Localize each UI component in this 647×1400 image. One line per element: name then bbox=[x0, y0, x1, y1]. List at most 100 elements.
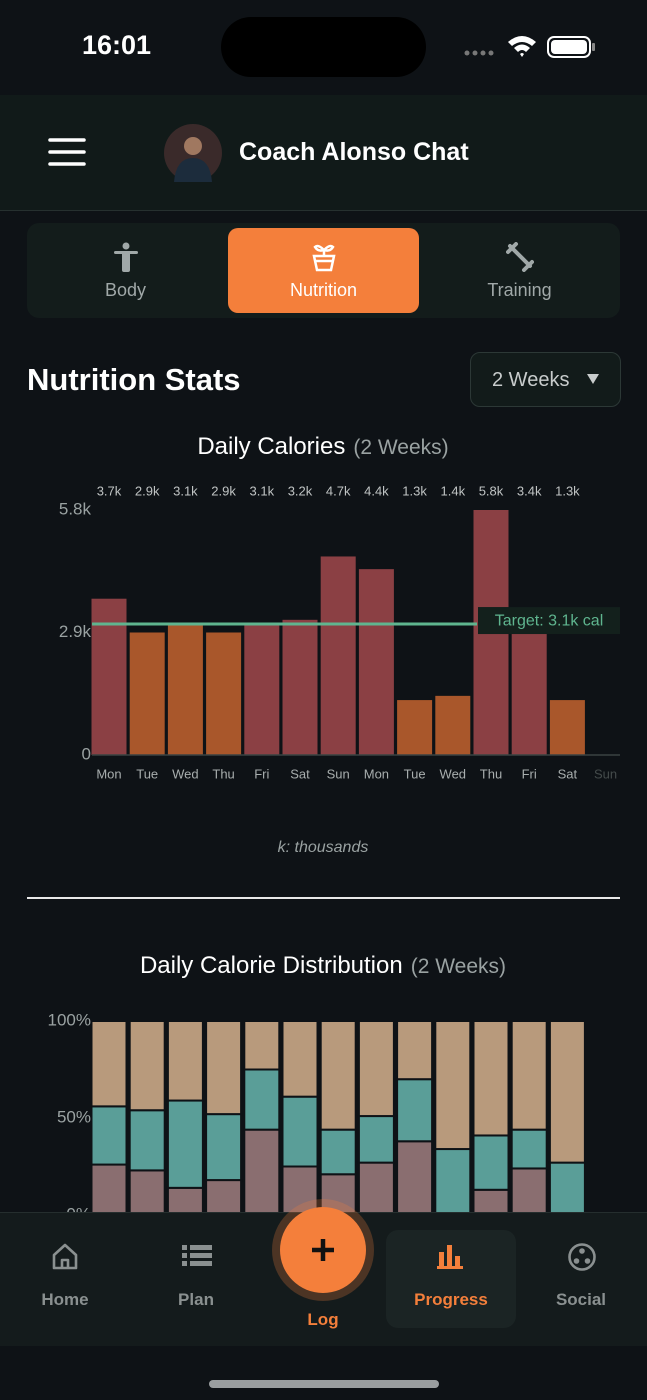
tab[interactable]: Training bbox=[424, 228, 615, 313]
bar-segment bbox=[281, 1165, 319, 1212]
x-tick-label: Wed bbox=[172, 766, 199, 781]
bar-segment bbox=[472, 1134, 510, 1191]
nav-label: Plan bbox=[178, 1290, 214, 1309]
nav-icon bbox=[568, 1243, 596, 1271]
bar bbox=[549, 700, 585, 755]
y-tick-label: 100% bbox=[48, 1010, 91, 1029]
nav-label: Progress bbox=[414, 1290, 488, 1309]
bar bbox=[435, 695, 471, 755]
bar bbox=[167, 624, 203, 755]
value-label: 5.8k bbox=[479, 483, 504, 498]
log-button[interactable] bbox=[280, 1207, 366, 1293]
title-main: Daily Calories bbox=[197, 433, 345, 460]
header-title[interactable]: Coach Alonso Chat bbox=[239, 138, 469, 166]
bar-segment bbox=[128, 1169, 166, 1212]
bar-segment bbox=[357, 1115, 395, 1164]
bar-segment bbox=[90, 1020, 128, 1108]
x-tick-label: Sat bbox=[558, 766, 578, 781]
bar-segment bbox=[548, 1020, 586, 1164]
bar-segment bbox=[396, 1078, 434, 1143]
bar-segment bbox=[319, 1020, 357, 1131]
bar-segment bbox=[472, 1020, 510, 1137]
value-label: 4.4k bbox=[364, 483, 389, 498]
bar-segment bbox=[281, 1095, 319, 1168]
nav-item-active[interactable]: Progress bbox=[386, 1212, 516, 1345]
bar-segment bbox=[90, 1105, 128, 1166]
range-dropdown[interactable]: 2 Weeks bbox=[470, 352, 621, 407]
nav-icon bbox=[437, 1245, 463, 1269]
bar-segment bbox=[510, 1020, 548, 1131]
title-sub: (2 Weeks) bbox=[411, 955, 506, 978]
bar-segment bbox=[166, 1099, 204, 1189]
plus-icon bbox=[312, 1239, 334, 1261]
x-tick-label: Sun bbox=[327, 766, 350, 781]
coach-avatar[interactable] bbox=[164, 124, 222, 182]
header bbox=[0, 95, 647, 211]
value-label: 3.2k bbox=[288, 483, 313, 498]
bar bbox=[358, 569, 394, 755]
x-tick-label: Tue bbox=[136, 766, 158, 781]
bar-segment bbox=[510, 1128, 548, 1170]
bar-segment bbox=[243, 1020, 281, 1071]
chart-note: k: thousands bbox=[278, 839, 369, 856]
tab-icon bbox=[114, 242, 138, 272]
value-label: 3.1k bbox=[173, 483, 198, 498]
bar-segment bbox=[396, 1020, 434, 1081]
bar-segment bbox=[396, 1140, 434, 1212]
menu-button[interactable] bbox=[48, 138, 88, 168]
bar-segment bbox=[243, 1128, 281, 1212]
bar-segment bbox=[166, 1186, 204, 1212]
bar-segment bbox=[205, 1179, 243, 1212]
x-tick-label: Fri bbox=[254, 766, 269, 781]
bar-segment bbox=[434, 1020, 472, 1151]
bar-segment bbox=[205, 1020, 243, 1116]
bar bbox=[206, 632, 242, 755]
bar bbox=[91, 598, 127, 755]
x-tick-label: Tue bbox=[404, 766, 426, 781]
value-label: 2.9k bbox=[135, 483, 160, 498]
value-label: 3.4k bbox=[517, 483, 542, 498]
tab[interactable]: Body bbox=[30, 228, 221, 313]
title-sub: (2 Weeks) bbox=[353, 436, 448, 459]
bar-segment bbox=[548, 1161, 586, 1212]
y-tick-label: 5.8k bbox=[59, 499, 92, 518]
bar bbox=[244, 624, 280, 755]
y-tick-label: 0 bbox=[82, 744, 91, 763]
dynamic-island bbox=[221, 17, 426, 77]
nav-item[interactable]: Social bbox=[516, 1212, 646, 1345]
value-label: 1.3k bbox=[402, 483, 427, 498]
nav-item[interactable]: Home bbox=[0, 1212, 130, 1345]
tab-active[interactable]: Nutrition bbox=[228, 228, 419, 313]
tab-icon bbox=[312, 244, 336, 272]
nav-label: Home bbox=[41, 1290, 89, 1309]
bar-segment bbox=[205, 1113, 243, 1182]
y-tick-label: 0% bbox=[66, 1204, 91, 1212]
bar bbox=[397, 700, 433, 755]
status-icons bbox=[464, 36, 595, 58]
chart-title: Daily Calorie Distribution (2 Weeks) bbox=[140, 952, 506, 979]
x-tick-label: Thu bbox=[480, 766, 502, 781]
bar-segment bbox=[357, 1161, 395, 1212]
y-tick-label: 50% bbox=[57, 1107, 91, 1126]
y-tick-label: 2.9k bbox=[59, 622, 92, 641]
bar-segment bbox=[510, 1167, 548, 1212]
tab-label: Nutrition bbox=[289, 280, 358, 300]
nav-item[interactable]: Plan bbox=[131, 1212, 261, 1345]
range-label: 2 Weeks bbox=[492, 369, 570, 391]
value-label: 4.7k bbox=[326, 483, 351, 498]
x-tick-label: Mon bbox=[364, 766, 389, 781]
tab-label: Body bbox=[104, 280, 147, 300]
bar-segment bbox=[243, 1068, 281, 1131]
bar bbox=[320, 556, 356, 755]
nav-icon bbox=[182, 1245, 212, 1266]
target-label-bg bbox=[478, 607, 620, 635]
x-tick-label: Thu bbox=[212, 766, 234, 781]
nav-label[interactable]: Log bbox=[307, 1310, 339, 1329]
home-indicator bbox=[209, 1380, 439, 1388]
value-label: 1.4k bbox=[441, 483, 466, 498]
bar-segment bbox=[434, 1148, 472, 1212]
bar-segment bbox=[319, 1128, 357, 1176]
value-label: 2.9k bbox=[211, 483, 236, 498]
x-tick-label: Fri bbox=[522, 766, 537, 781]
